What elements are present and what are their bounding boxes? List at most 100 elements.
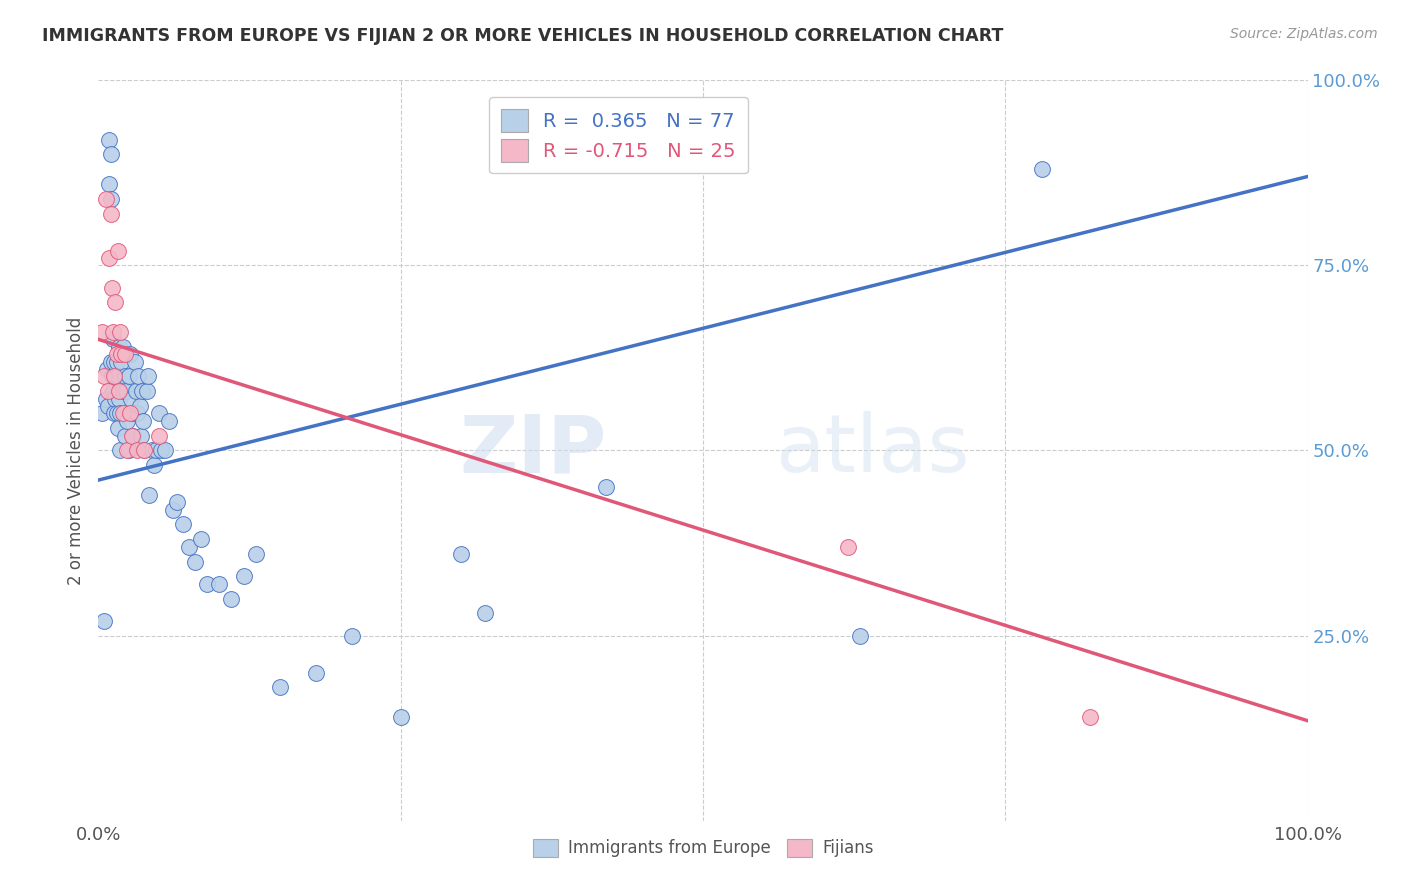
Point [100, 206, 122, 220]
Point [114, 369, 136, 384]
Point [127, 443, 149, 458]
Point [101, 325, 124, 339]
Point [117, 414, 139, 428]
Point [595, 480, 617, 494]
Point [114, 347, 136, 361]
Point [97, 384, 120, 399]
Point [111, 340, 134, 354]
Point [245, 547, 267, 561]
Point [94, 392, 117, 406]
Point [129, 428, 152, 442]
Text: ZIP: ZIP [458, 411, 606, 490]
Point [450, 547, 472, 561]
Point [122, 428, 145, 442]
Point [98, 177, 121, 191]
Point [148, 428, 170, 442]
Text: atlas: atlas [776, 411, 970, 490]
Point [136, 369, 159, 384]
Point [132, 414, 155, 428]
Point [190, 533, 212, 547]
Point [97, 399, 120, 413]
Point [101, 384, 124, 399]
Point [100, 354, 122, 368]
Point [110, 347, 132, 361]
Point [208, 576, 231, 591]
Point [179, 540, 201, 554]
Point [94, 192, 117, 206]
Point [389, 710, 412, 724]
Point [115, 384, 138, 399]
Point [150, 443, 173, 458]
Y-axis label: 2 or more Vehicles in Household: 2 or more Vehicles in Household [66, 317, 84, 584]
Point [93, 369, 115, 384]
Point [103, 407, 125, 421]
Point [849, 628, 872, 642]
Point [114, 428, 136, 442]
Point [127, 369, 149, 384]
Point [1078, 710, 1101, 724]
Point [108, 340, 131, 354]
Point [125, 384, 148, 399]
Point [96, 362, 118, 376]
Point [269, 681, 291, 695]
Point [131, 384, 153, 399]
Point [134, 443, 156, 458]
Point [107, 369, 129, 384]
Point [117, 443, 139, 458]
Point [157, 414, 180, 428]
Point [143, 458, 166, 473]
Point [100, 280, 122, 294]
Point [148, 407, 170, 421]
Point [111, 407, 134, 421]
Point [107, 244, 129, 258]
Point [166, 495, 188, 509]
Point [108, 407, 131, 421]
Point [121, 407, 143, 421]
Point [100, 147, 122, 161]
Text: Source: ZipAtlas.com: Source: ZipAtlas.com [1230, 27, 1378, 41]
Point [105, 354, 128, 368]
Point [108, 384, 131, 399]
Point [93, 614, 115, 628]
Point [127, 407, 149, 421]
Point [145, 443, 167, 458]
Point [118, 369, 141, 384]
Point [221, 591, 243, 606]
Point [112, 407, 135, 421]
Legend: Immigrants from Europe, Fijians: Immigrants from Europe, Fijians [526, 832, 880, 864]
Point [118, 407, 141, 421]
Point [104, 295, 127, 310]
Point [105, 347, 128, 361]
Point [100, 369, 122, 384]
Point [98, 251, 121, 265]
Point [110, 354, 132, 368]
Point [100, 192, 122, 206]
Point [474, 607, 496, 621]
Point [172, 517, 194, 532]
Point [101, 332, 124, 346]
Point [118, 347, 141, 361]
Point [1031, 162, 1053, 177]
Point [128, 399, 150, 413]
Point [91, 325, 114, 339]
Point [118, 443, 141, 458]
Point [121, 428, 143, 442]
Text: IMMIGRANTS FROM EUROPE VS FIJIAN 2 OR MORE VEHICLES IN HOUSEHOLD CORRELATION CHA: IMMIGRANTS FROM EUROPE VS FIJIAN 2 OR MO… [42, 27, 1004, 45]
Point [141, 443, 163, 458]
Point [124, 354, 146, 368]
Point [104, 392, 127, 406]
Point [103, 369, 125, 384]
Point [120, 392, 142, 406]
Point [837, 540, 859, 554]
Point [232, 569, 254, 583]
Point [162, 502, 184, 516]
Point [195, 576, 218, 591]
Point [305, 665, 328, 680]
Point [91, 407, 114, 421]
Point [134, 443, 156, 458]
Point [108, 443, 131, 458]
Point [105, 407, 128, 421]
Point [103, 354, 125, 368]
Point [184, 555, 207, 569]
Point [108, 392, 131, 406]
